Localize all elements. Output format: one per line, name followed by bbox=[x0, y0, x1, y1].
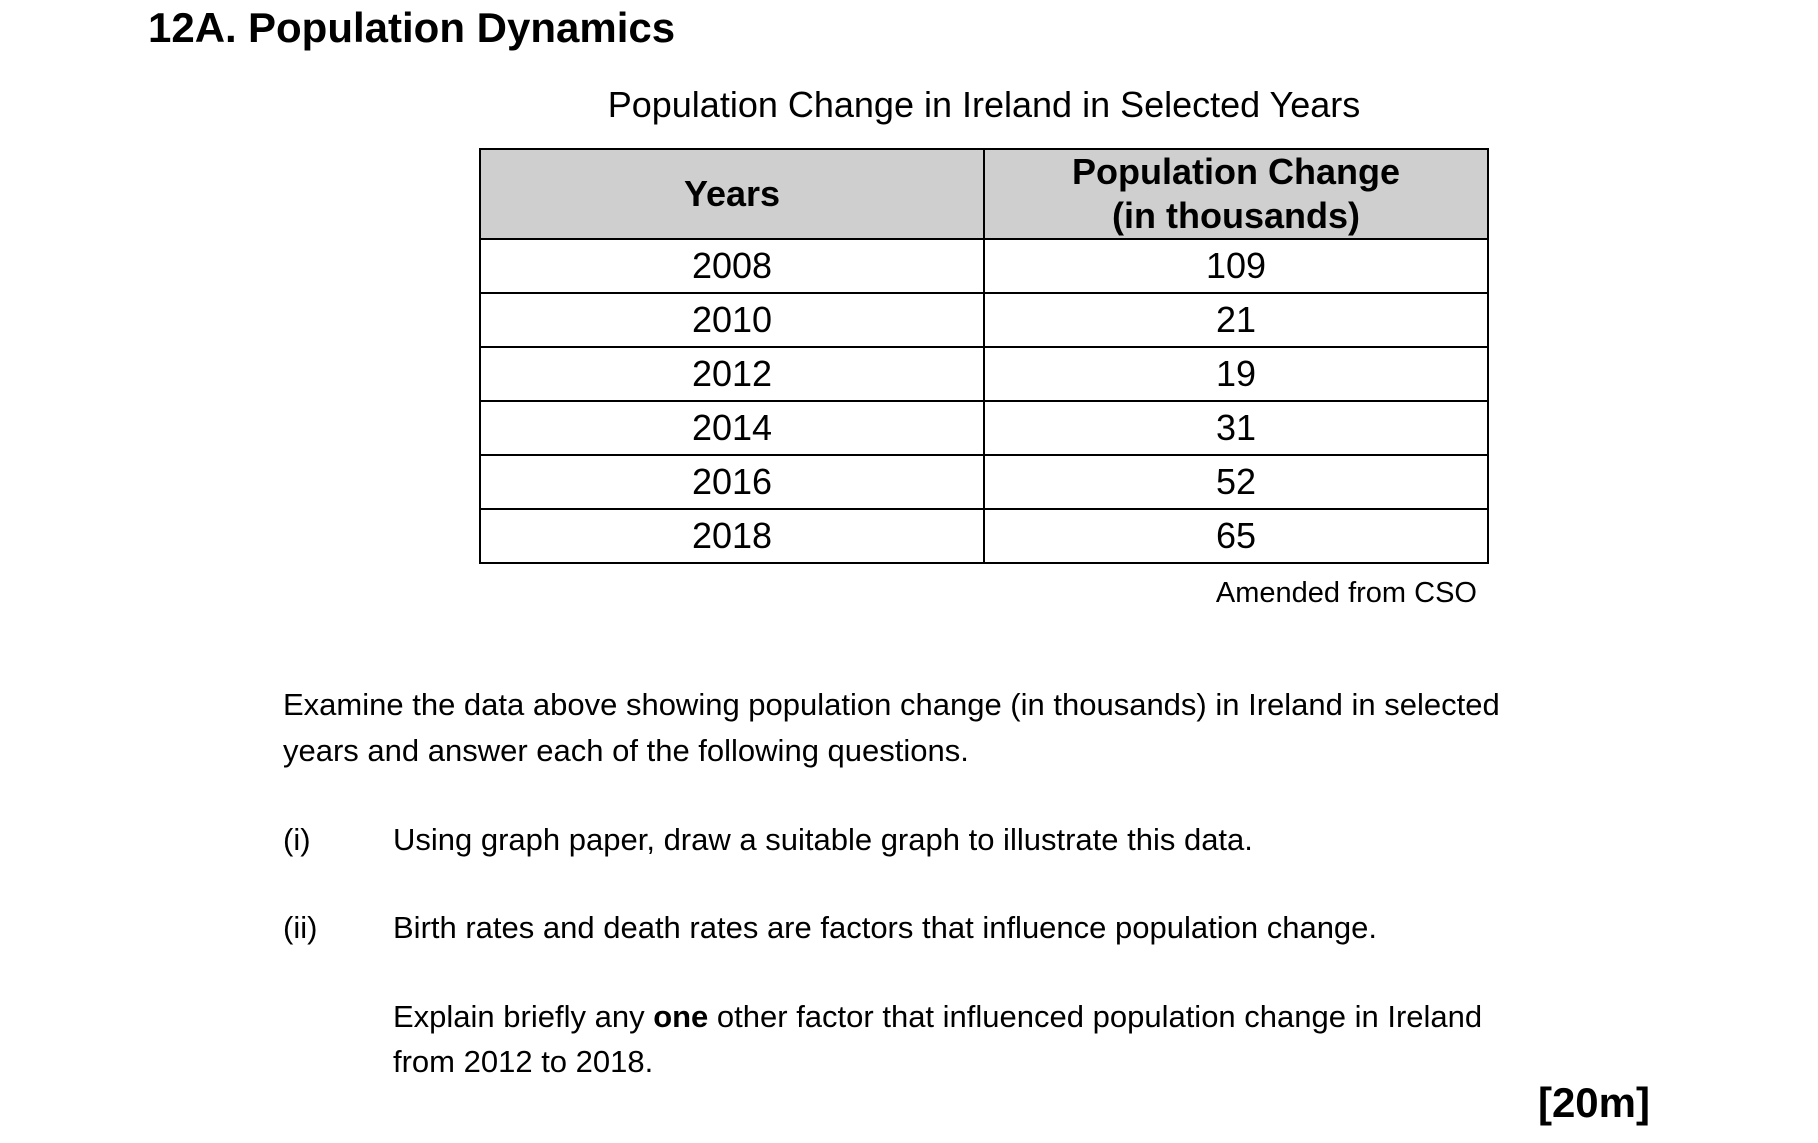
table-body: 2008 109 2010 21 2012 19 2014 31 2016 52… bbox=[479, 238, 1489, 564]
question-ii: (ii) Birth rates and death rates are fac… bbox=[283, 908, 1377, 948]
marks-label: [20m] bbox=[1537, 1079, 1650, 1126]
year-cell: 2008 bbox=[479, 238, 985, 294]
explain-text-post: other factor that influenced population … bbox=[393, 999, 1483, 1079]
change-cell: 65 bbox=[983, 508, 1489, 564]
column-header-years-label: Years bbox=[683, 173, 781, 214]
question-number: 12A. bbox=[148, 4, 237, 51]
column-header-population-change-line1: Population Change bbox=[1072, 151, 1400, 192]
change-cell: 52 bbox=[983, 454, 1489, 510]
table-row: 2008 109 bbox=[479, 238, 1489, 294]
question-i-text: Using graph paper, draw a suitable graph… bbox=[393, 822, 1253, 857]
change-cell: 109 bbox=[983, 238, 1489, 294]
question-ii-explain-paragraph: Explain briefly any one other factor tha… bbox=[393, 994, 1723, 1084]
table-title: Population Change in Ireland in Selected… bbox=[607, 84, 1361, 125]
year-cell: 2010 bbox=[479, 292, 985, 348]
year-cell: 2016 bbox=[479, 454, 985, 510]
table-row: 2016 52 bbox=[479, 454, 1489, 510]
column-header-population-change-line2: (in thousands) bbox=[1112, 195, 1360, 236]
change-cell: 31 bbox=[983, 400, 1489, 456]
column-header-population-change: Population Change (in thousands) bbox=[983, 148, 1489, 240]
question-i-marker: (i) bbox=[283, 822, 311, 857]
explain-text-bold: one bbox=[653, 999, 709, 1034]
intro-paragraph: Examine the data above showing populatio… bbox=[283, 687, 1500, 768]
population-table-block: Population Change in Ireland in Selected… bbox=[479, 84, 1489, 610]
question-heading: 12A. Population Dynamics bbox=[148, 4, 675, 52]
table-header-row: Years Population Change (in thousands) bbox=[479, 148, 1489, 240]
year-cell: 2014 bbox=[479, 400, 985, 456]
question-title: Population Dynamics bbox=[248, 4, 676, 51]
column-header-years: Years bbox=[479, 148, 985, 240]
explain-text-pre: Explain briefly any bbox=[393, 999, 654, 1034]
year-cell: 2018 bbox=[479, 508, 985, 564]
table-row: 2014 31 bbox=[479, 400, 1489, 456]
question-ii-text: Birth rates and death rates are factors … bbox=[393, 910, 1378, 945]
year-cell: 2012 bbox=[479, 346, 985, 402]
table-header: Years Population Change (in thousands) bbox=[479, 148, 1489, 240]
question-ii-marker: (ii) bbox=[283, 910, 318, 945]
source-note: Amended from CSO bbox=[1215, 577, 1477, 609]
change-cell: 21 bbox=[983, 292, 1489, 348]
table-row: 2012 19 bbox=[479, 346, 1489, 402]
table-row: 2018 65 bbox=[479, 508, 1489, 564]
population-change-table: Years Population Change (in thousands) 2… bbox=[479, 148, 1489, 564]
change-cell: 19 bbox=[983, 346, 1489, 402]
table-row: 2010 21 bbox=[479, 292, 1489, 348]
question-i: (i) Using graph paper, draw a suitable g… bbox=[283, 820, 1253, 860]
